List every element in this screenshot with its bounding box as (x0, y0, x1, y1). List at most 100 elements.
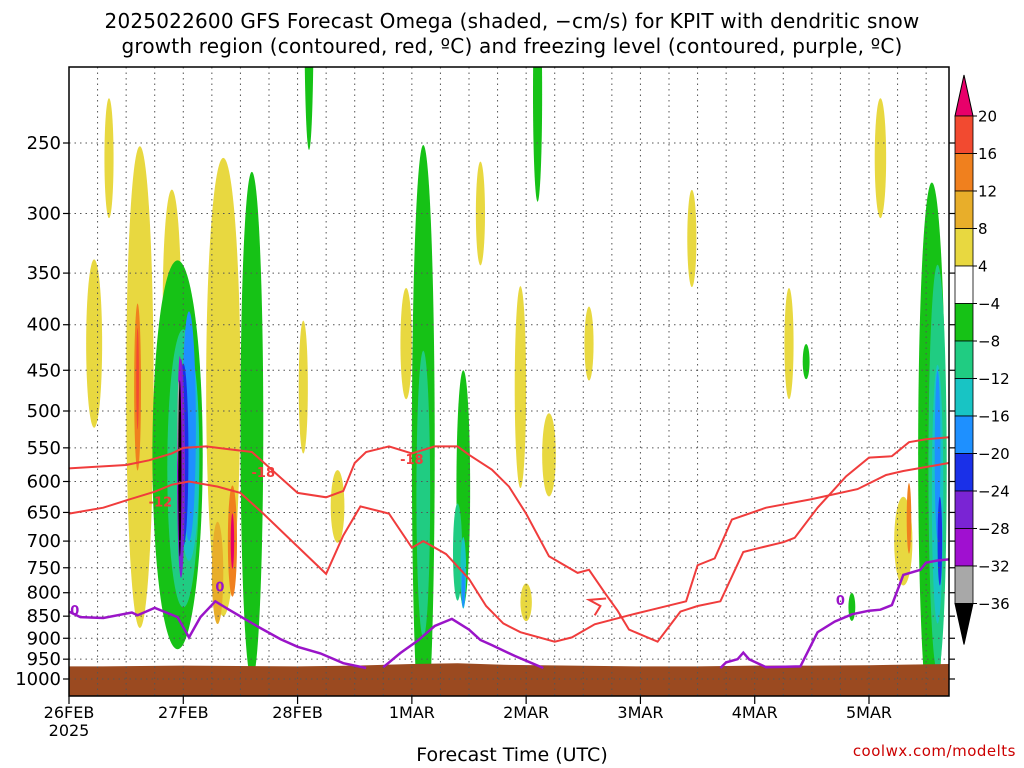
colorbar-bottom-arrow (954, 603, 974, 645)
plot-frame (68, 66, 950, 697)
colorbar-label: −28 (978, 520, 1010, 538)
y-tick-label: 450 (27, 360, 61, 381)
omega-shade-19 (240, 171, 264, 681)
colorbar-label: −16 (978, 408, 1010, 426)
omega-shade-26 (416, 350, 431, 638)
colorbar-segment (954, 378, 974, 417)
colorbar-label: 20 (978, 108, 997, 126)
omega-shade-21 (304, 67, 314, 150)
x-axis-label: Forecast Time (UTC) (416, 744, 608, 766)
colorbar-segment (954, 303, 974, 342)
colorbar-label: 8 (978, 220, 988, 238)
dgz-contour-2 (585, 597, 607, 616)
ground-fill (69, 663, 949, 696)
omega-shade-24 (802, 343, 810, 380)
omega-shade-12 (584, 306, 594, 381)
omega-shade-16 (784, 287, 794, 400)
colorbar-segment (954, 453, 974, 492)
x-tick-label: 2MAR (503, 703, 549, 722)
colorbar-label: 12 (978, 183, 997, 201)
y-tick-label: 550 (27, 438, 61, 459)
y-tick-label: 400 (27, 315, 61, 336)
chart-title-line-2: growth region (contoured, red, ºC) and f… (121, 34, 903, 58)
omega-shade-47 (178, 380, 182, 557)
colorbar-segment (954, 415, 974, 454)
y-tick-label: 1000 (15, 669, 61, 690)
colorbar-label: 4 (978, 258, 988, 276)
omega-shade-6 (330, 470, 345, 543)
colorbar-label: −12 (978, 370, 1010, 388)
colorbar-label: 16 (978, 145, 997, 163)
freezing-level-label: 0 (70, 604, 79, 619)
omega-shade-13 (687, 189, 697, 288)
x-tick-label: 4MAR (732, 703, 778, 722)
omega-shade-5 (298, 320, 308, 454)
omega-shade-8 (514, 286, 527, 489)
source-credit: coolwx.com/modelts (852, 742, 1016, 760)
colorbar-segment (954, 265, 974, 304)
colorbar-label: −20 (978, 445, 1010, 463)
y-tick-label: 650 (27, 502, 61, 523)
y-tick-label: 350 (27, 263, 61, 284)
y-tick-label: 800 (27, 583, 61, 604)
colorbar-segment (954, 228, 974, 267)
y-tick-label: 750 (27, 558, 61, 579)
omega-shade-30 (211, 521, 224, 625)
dgz-contour-label: -12 (149, 495, 173, 510)
x-tick-label: 1MAR (389, 703, 435, 722)
dgz-contour-label: -18 (252, 466, 276, 481)
dgz-contour-1 (69, 462, 949, 643)
omega-shade-7 (400, 287, 412, 400)
colorbar-label: −32 (978, 558, 1010, 576)
x-tick-label: 5MAR (846, 703, 892, 722)
x-tick-label: 26FEB (44, 703, 95, 722)
y-tick-label: 600 (27, 471, 61, 492)
omega-shade-40 (136, 328, 139, 430)
freezing-level-contour-0 (69, 599, 367, 670)
x-tick-label: 27FEB (158, 703, 209, 722)
freezing-level-label: 0 (836, 594, 845, 609)
omega-shade-39 (934, 370, 941, 539)
chart-title-line-1: 2025022600 GFS Forecast Omega (shaded, −… (104, 9, 920, 33)
colorbar-label: −24 (978, 483, 1010, 501)
colorbar-label: −36 (978, 595, 1010, 613)
omega-shade-27 (453, 503, 463, 601)
colorbar-label: −8 (978, 333, 1000, 351)
y-tick-label: 500 (27, 401, 61, 422)
omega-shade-9 (542, 413, 556, 497)
colorbar-segment (954, 528, 974, 567)
omega-shade-38 (461, 568, 465, 608)
y-tick-label: 300 (27, 203, 61, 224)
y-tick-label: 850 (27, 606, 61, 627)
omega-shade-43 (230, 513, 235, 569)
x-tick-label: 3MAR (617, 703, 663, 722)
y-tick-label: 700 (27, 531, 61, 552)
colorbar-segment (954, 115, 974, 154)
y-tick-label: 250 (27, 133, 61, 154)
colorbar-segment (954, 340, 974, 379)
dgz-contour-0 (69, 436, 949, 643)
omega-shade-42 (937, 496, 943, 586)
freezing-level-contour-2 (719, 558, 949, 669)
colorbar-segment (954, 153, 974, 192)
colorbar-segment (954, 190, 974, 229)
colorbar-label: −4 (978, 295, 1000, 313)
colorbar-segment (954, 490, 974, 529)
omega-shade-1 (104, 98, 114, 219)
y-tick-label: 900 (27, 628, 61, 649)
omega-shade-36 (906, 483, 912, 554)
omega-shade-11 (475, 161, 485, 266)
omega-shade-0 (86, 259, 103, 428)
colorbar-top-arrow (954, 74, 974, 117)
omega-shade-14 (874, 98, 887, 219)
plot-area: -18 -12 -18 0 0 0 (69, 67, 949, 696)
omega-shade-10 (520, 583, 532, 622)
freezing-level-label: 0 (215, 580, 224, 595)
omega-shade-22 (533, 67, 543, 202)
freezing-level-contour-1 (382, 617, 544, 670)
colorbar: 20 16 12 8 4 −4 −8 −12 −16 −20 −24 −28 −32 −36 (954, 74, 1010, 645)
x-tick-sublabel: 2025 (49, 721, 90, 740)
omega-shade-25 (848, 592, 856, 621)
dgz-contour-label: -18 (400, 453, 424, 468)
